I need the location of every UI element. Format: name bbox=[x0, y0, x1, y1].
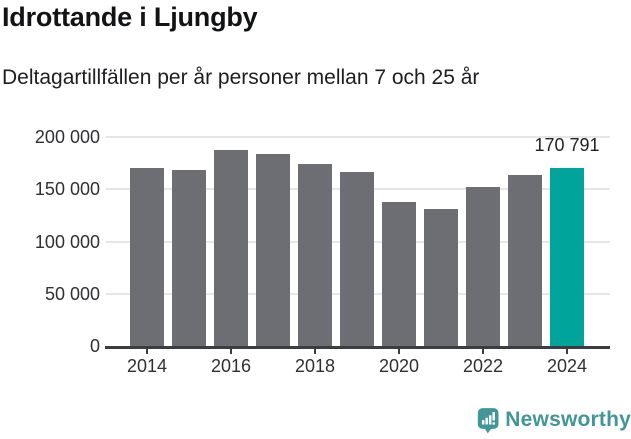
bar bbox=[214, 149, 248, 346]
x-axis-tick-label: 2022 bbox=[462, 356, 504, 376]
x-axis-tick bbox=[314, 348, 316, 354]
y-axis-tick-label: 50 000 bbox=[44, 283, 100, 304]
bar-highlighted bbox=[550, 167, 584, 346]
newsworthy-logo-icon bbox=[477, 407, 499, 433]
bar bbox=[256, 153, 290, 346]
value-annotation: 170 791 bbox=[534, 134, 600, 155]
x-axis-tick-label: 2024 bbox=[546, 356, 588, 376]
bar bbox=[382, 201, 416, 346]
chart-title: Idrottande i Ljungby bbox=[2, 2, 258, 32]
newsworthy-brand-text: Newsworthy bbox=[505, 408, 631, 431]
x-axis-tick bbox=[482, 348, 484, 354]
x-axis-line bbox=[105, 346, 610, 349]
bar bbox=[172, 169, 206, 346]
bar bbox=[424, 208, 458, 346]
chart-subtitle: Deltagartillfällen per år personer mella… bbox=[2, 66, 480, 89]
x-axis-tick bbox=[566, 348, 568, 354]
y-axis-tick-label: 100 000 bbox=[34, 231, 100, 252]
x-axis-tick bbox=[146, 348, 148, 354]
y-axis-tick-label: 200 000 bbox=[34, 127, 100, 147]
x-axis-tick-label: 2020 bbox=[378, 356, 420, 376]
x-axis-tick bbox=[398, 348, 400, 354]
newsworthy-logo: Newsworthy bbox=[477, 403, 631, 437]
x-axis-tick-label: 2016 bbox=[210, 356, 252, 376]
gridline bbox=[106, 136, 610, 138]
bar bbox=[508, 174, 542, 346]
y-axis-tick-label: 150 000 bbox=[34, 179, 100, 200]
x-axis-tick-label: 2014 bbox=[126, 356, 168, 376]
x-axis-tick-label: 2018 bbox=[294, 356, 336, 376]
bar bbox=[466, 187, 500, 346]
bar bbox=[340, 172, 374, 346]
y-axis-tick-label: 0 bbox=[89, 336, 100, 356]
bar bbox=[130, 167, 164, 346]
bar bbox=[298, 163, 332, 346]
x-axis-tick bbox=[230, 348, 232, 354]
